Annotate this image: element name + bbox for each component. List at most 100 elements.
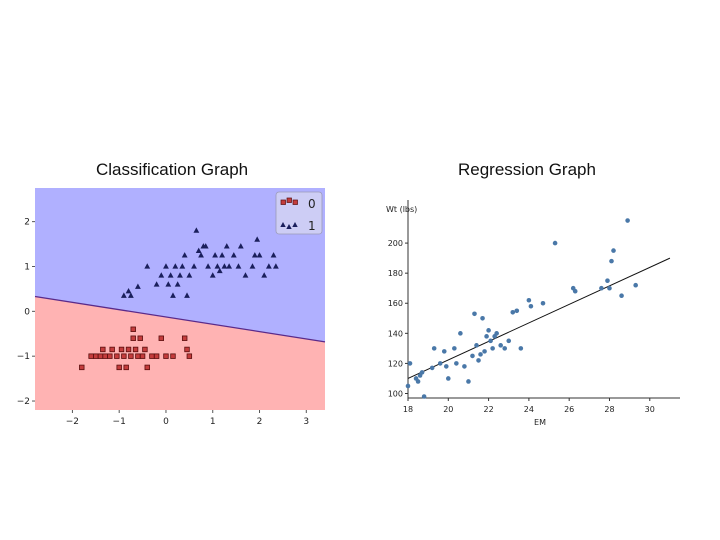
class-0-point [149, 353, 155, 359]
class-1-point [163, 263, 169, 269]
class-0-point [139, 353, 146, 359]
class-0-point [79, 364, 85, 371]
regression-point [572, 288, 578, 294]
regression-point [437, 361, 443, 366]
regression-point [419, 370, 425, 375]
y-axis-label: Wt (lbs) [386, 205, 417, 214]
regression-point [482, 349, 487, 354]
regression-point [611, 248, 616, 253]
regression-point [599, 285, 604, 291]
legend-triangle-marker [286, 224, 292, 229]
class-0-point [125, 346, 132, 353]
x-tick-label: 22 [483, 405, 493, 414]
x-tick-label: 24 [524, 405, 534, 414]
class-1-point [265, 263, 272, 269]
class-1-point [191, 263, 197, 269]
class-0-point [114, 353, 120, 359]
class-0-point [107, 353, 113, 359]
class-1-point [202, 243, 209, 249]
x-tick-label: −1 [113, 417, 126, 427]
regression-point [458, 331, 463, 336]
class-0-point [130, 326, 136, 332]
class-1-point [223, 243, 230, 249]
regression-point [480, 315, 485, 321]
regression-point [619, 293, 624, 299]
class-1-point [186, 272, 193, 278]
regression-point [510, 309, 516, 315]
y-tick-label: 0 [24, 307, 30, 317]
class-1-point [270, 252, 277, 258]
class-0-point [142, 346, 148, 353]
regression-point [445, 376, 451, 381]
regression-point [478, 352, 483, 357]
y-tick-label: 100 [388, 389, 403, 398]
regression-point [486, 328, 491, 333]
regression-graph-title: Regression Graph [458, 160, 596, 179]
class-0-point [116, 364, 122, 371]
regression-point [633, 282, 638, 288]
regression-point [431, 346, 437, 351]
class-1-point [198, 252, 204, 258]
x-tick-label: 3 [303, 417, 309, 427]
legend-square-marker [280, 199, 286, 205]
class-1-point [174, 281, 181, 287]
class-1-point [235, 263, 242, 269]
class-0-point [184, 346, 190, 353]
regression-point [472, 311, 477, 317]
regression-point [540, 300, 546, 306]
regression-point [528, 303, 534, 309]
regression-point [415, 379, 421, 384]
regression-point [490, 346, 495, 351]
regression-point [605, 278, 610, 283]
class-0-point [170, 353, 176, 359]
class-1-point [209, 272, 216, 278]
y-tick-label: 200 [388, 239, 403, 248]
legend-label-0: 0 [308, 197, 316, 211]
class-1-point [184, 292, 190, 298]
class-1-region [35, 188, 325, 342]
class-1-point [193, 227, 200, 233]
y-tick-label: 140 [388, 329, 403, 338]
class-1-point [242, 272, 249, 278]
class-1-point [181, 252, 188, 258]
class-0-point [100, 346, 106, 353]
regression-point [476, 358, 481, 363]
class-1-point [214, 263, 221, 269]
y-tick-label: 1 [24, 262, 30, 272]
class-1-point [167, 272, 174, 278]
class-0-point [93, 353, 99, 359]
regression-point [474, 343, 479, 348]
class-1-point [153, 281, 160, 287]
class-0-point [132, 346, 139, 353]
regression-point [462, 364, 467, 369]
x-tick-label: 2 [257, 417, 263, 427]
class-1-point [212, 252, 218, 258]
regression-point [429, 365, 435, 371]
class-0-point [123, 364, 129, 371]
regression-point [443, 364, 449, 369]
class-0-point [158, 335, 164, 341]
class-1-point [165, 281, 172, 287]
regression-point [470, 353, 475, 359]
x-tick-label: 26 [564, 405, 574, 414]
class-0-point [135, 353, 141, 359]
regression-point [526, 297, 532, 303]
regression-point [498, 343, 503, 348]
regression-point [552, 240, 558, 246]
regression-point [454, 361, 459, 366]
class-1-point [144, 263, 151, 269]
class-0-point [121, 353, 127, 359]
y-tick-label: 120 [388, 359, 403, 368]
class-1-point [205, 263, 211, 269]
x-tick-label: 18 [403, 405, 413, 414]
regression-point [625, 218, 630, 223]
legend-square-marker [286, 197, 292, 203]
class-0-point [144, 364, 150, 371]
regression-point [609, 258, 614, 264]
regression-point [506, 338, 512, 344]
class-0-point [109, 346, 115, 353]
class-1-point [221, 263, 228, 269]
class-1-point [120, 292, 127, 298]
